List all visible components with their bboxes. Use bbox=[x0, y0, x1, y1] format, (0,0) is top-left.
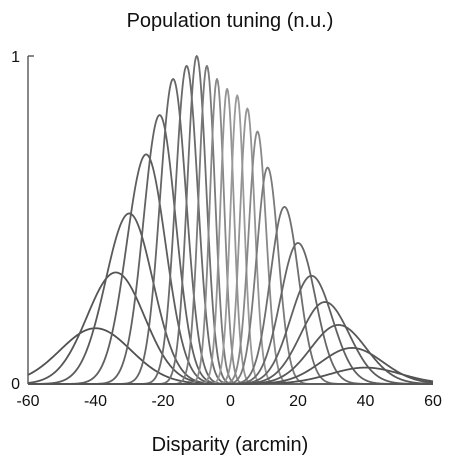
x-tick-label: 0 bbox=[226, 393, 235, 410]
x-tick-label: 20 bbox=[289, 393, 307, 410]
x-tick-labels: -60 -40 -20 0 20 40 60 bbox=[16, 393, 442, 410]
x-tick-label: -60 bbox=[16, 393, 39, 410]
x-axis-label: Disparity (arcmin) bbox=[152, 434, 309, 456]
y-tick-label-0: 0 bbox=[11, 376, 20, 393]
x-tick-label: -40 bbox=[84, 393, 107, 410]
chart-title: Population tuning (n.u.) bbox=[127, 10, 334, 32]
x-tick-label: 60 bbox=[424, 393, 442, 410]
y-tick-label-1: 1 bbox=[11, 49, 20, 66]
tuning-curves bbox=[27, 55, 434, 385]
x-tick-label: -20 bbox=[151, 393, 174, 410]
x-tick-label: 40 bbox=[357, 393, 375, 410]
